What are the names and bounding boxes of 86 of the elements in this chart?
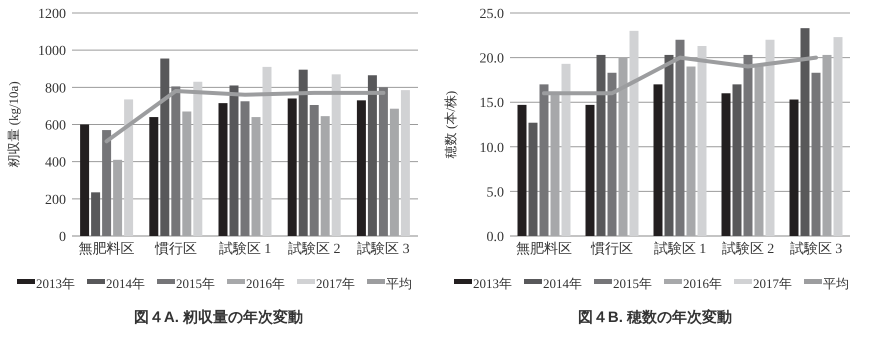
y-tick-label: 1000 bbox=[38, 44, 66, 60]
bar bbox=[528, 122, 538, 236]
bar bbox=[378, 87, 388, 236]
bar bbox=[608, 72, 616, 236]
y-tick-label: 5.0 bbox=[486, 185, 504, 200]
y-tick-label: 400 bbox=[45, 156, 66, 171]
bar bbox=[586, 104, 594, 236]
y-axis-title: 籾収量 (kg/10a) bbox=[6, 81, 21, 168]
bar bbox=[298, 70, 308, 236]
bar bbox=[630, 30, 638, 236]
legend-label: 2013年 bbox=[36, 276, 75, 291]
legend-label: 平均 bbox=[386, 276, 412, 291]
x-tick-label: 試験区 1 bbox=[218, 241, 272, 257]
bar bbox=[732, 84, 742, 236]
legend-label: 2015年 bbox=[613, 276, 652, 291]
legend-label: 2015年 bbox=[176, 276, 215, 291]
legend-label: 2016年 bbox=[246, 276, 285, 291]
bar bbox=[230, 85, 238, 236]
legend-label: 2014年 bbox=[543, 276, 582, 291]
bar bbox=[722, 93, 730, 236]
y-tick-label: 25.0 bbox=[480, 7, 504, 22]
bar bbox=[252, 117, 260, 236]
text: 図４B. 穂数の年次変動 bbox=[578, 308, 732, 326]
bar bbox=[822, 54, 832, 236]
x-tick-label: 無肥料区 bbox=[516, 241, 572, 257]
bar bbox=[698, 46, 706, 236]
y-tick-label: 600 bbox=[45, 118, 66, 134]
bar bbox=[113, 160, 122, 236]
bar bbox=[288, 98, 297, 236]
y-tick-label: 0.0 bbox=[486, 230, 504, 245]
bar bbox=[310, 104, 319, 236]
y-tick-label: 15.0 bbox=[480, 96, 504, 112]
bar bbox=[332, 74, 341, 236]
bar bbox=[800, 28, 810, 236]
bar bbox=[91, 192, 100, 236]
x-tick-label: 試験区 3 bbox=[790, 241, 842, 257]
bar bbox=[790, 100, 798, 236]
x-tick-label: 試験区 3 bbox=[357, 241, 410, 257]
legend-label: 2017年 bbox=[316, 276, 355, 291]
x-tick-label: 無肥料区 bbox=[78, 241, 135, 257]
bar bbox=[812, 72, 820, 236]
y-tick-label: 1200 bbox=[38, 7, 66, 22]
x-tick-label: 試験区 1 bbox=[654, 241, 706, 257]
y-tick-label: 800 bbox=[45, 81, 66, 96]
bar bbox=[124, 99, 134, 236]
bar bbox=[149, 117, 158, 236]
x-tick-label: 慣行区 bbox=[154, 241, 197, 257]
bar bbox=[80, 124, 90, 236]
bar bbox=[368, 75, 377, 236]
bar bbox=[356, 100, 366, 236]
legend-label: 2013年 bbox=[473, 276, 512, 291]
bar bbox=[518, 104, 526, 236]
legend-label: 2016年 bbox=[683, 276, 722, 291]
bar bbox=[834, 37, 842, 236]
x-tick-label: 慣行区 bbox=[590, 241, 633, 257]
bar bbox=[766, 40, 774, 236]
bar bbox=[160, 58, 170, 236]
text: 図４A. 籾収量の年次変動 bbox=[134, 308, 304, 326]
y-tick-label: 10.0 bbox=[480, 140, 504, 156]
bar bbox=[240, 101, 250, 236]
bar bbox=[664, 54, 674, 236]
x-tick-label: 試験区 2 bbox=[288, 241, 340, 257]
bar bbox=[218, 103, 228, 236]
bar bbox=[171, 86, 180, 236]
bar bbox=[562, 64, 570, 236]
legend-label: 2017年 bbox=[753, 276, 792, 291]
bar bbox=[400, 90, 410, 236]
bar bbox=[596, 54, 606, 236]
bar bbox=[540, 84, 548, 236]
bar bbox=[390, 108, 399, 236]
x-tick-label: 試験区 2 bbox=[722, 241, 774, 257]
legend-label: 2014年 bbox=[106, 276, 145, 291]
bar bbox=[686, 66, 696, 236]
y-tick-label: 0 bbox=[59, 230, 66, 245]
bar bbox=[102, 130, 112, 236]
bar bbox=[193, 82, 202, 236]
y-tick-label: 20.0 bbox=[480, 52, 504, 67]
y-axis-title: 穂数 (本/株) bbox=[443, 90, 458, 158]
y-tick-label: 200 bbox=[45, 192, 66, 208]
bar bbox=[744, 54, 752, 236]
legend-label: 平均 bbox=[823, 276, 849, 291]
bar bbox=[320, 116, 330, 236]
bar bbox=[182, 111, 192, 236]
bar bbox=[654, 84, 662, 236]
bar bbox=[262, 66, 272, 236]
bar bbox=[676, 40, 684, 236]
